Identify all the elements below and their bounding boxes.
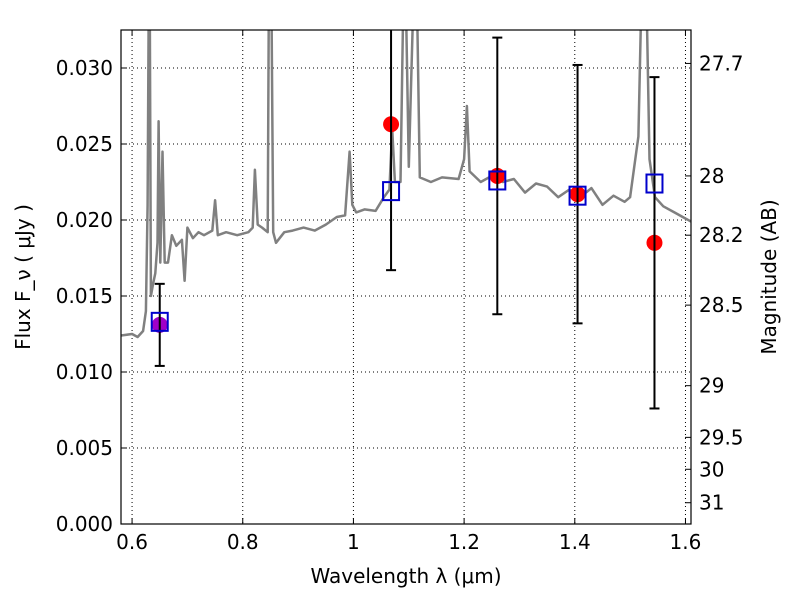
plot-frame — [120, 29, 692, 525]
model-band-flux-square — [645, 173, 664, 194]
grid — [121, 30, 691, 525]
magnitude-tick-label: 28.2 — [699, 223, 744, 247]
magnitude-tick-label: 29.5 — [699, 425, 744, 449]
model-spectrum-line — [121, 30, 691, 339]
magnitude-tick-label: 29 — [699, 374, 724, 398]
plot-data — [121, 30, 691, 410]
magnitude-tick-label: 28 — [699, 164, 724, 188]
x-tick-label: 1.2 — [448, 530, 480, 554]
model-band-flux-square — [150, 311, 169, 332]
axis-ticks: 0.6 0.8 1 1.2 1.4 1.6 0.000 0.005 0.010 0.015 0.02… — [56, 30, 744, 554]
x-tick-label: 1 — [347, 530, 360, 554]
y-tick-label: 0.020 — [56, 208, 113, 232]
magnitude-tick-label: 27.7 — [699, 51, 744, 75]
x-tick-label: 0.8 — [227, 530, 259, 554]
model-band-flux-square — [382, 181, 401, 202]
y-tick-label: 0.015 — [56, 284, 113, 308]
y-axis-title-left: Flux F_ν ( μJy ) — [11, 204, 35, 350]
x-tick-label: 1.6 — [670, 530, 702, 554]
x-tick-label: 0.6 — [116, 530, 148, 554]
x-tick-label: 1.4 — [559, 530, 591, 554]
model-band-flux-square — [488, 170, 507, 191]
magnitude-tick-label: 30 — [699, 457, 724, 481]
y-tick-label: 0.025 — [56, 132, 113, 156]
model-band-flux-square — [568, 185, 587, 206]
y-tick-label: 0.010 — [56, 360, 113, 384]
magnitude-tick-label: 31 — [699, 491, 724, 515]
y-axis-title-right: Magnitude (AB) — [757, 199, 781, 354]
magnitude-tick-label: 28.5 — [699, 293, 744, 317]
y-tick-label: 0.030 — [56, 56, 113, 80]
y-tick-label: 0.005 — [56, 436, 113, 460]
y-tick-label: 0.000 — [56, 512, 113, 536]
x-axis-title: Wavelength λ (μm) — [310, 564, 501, 588]
